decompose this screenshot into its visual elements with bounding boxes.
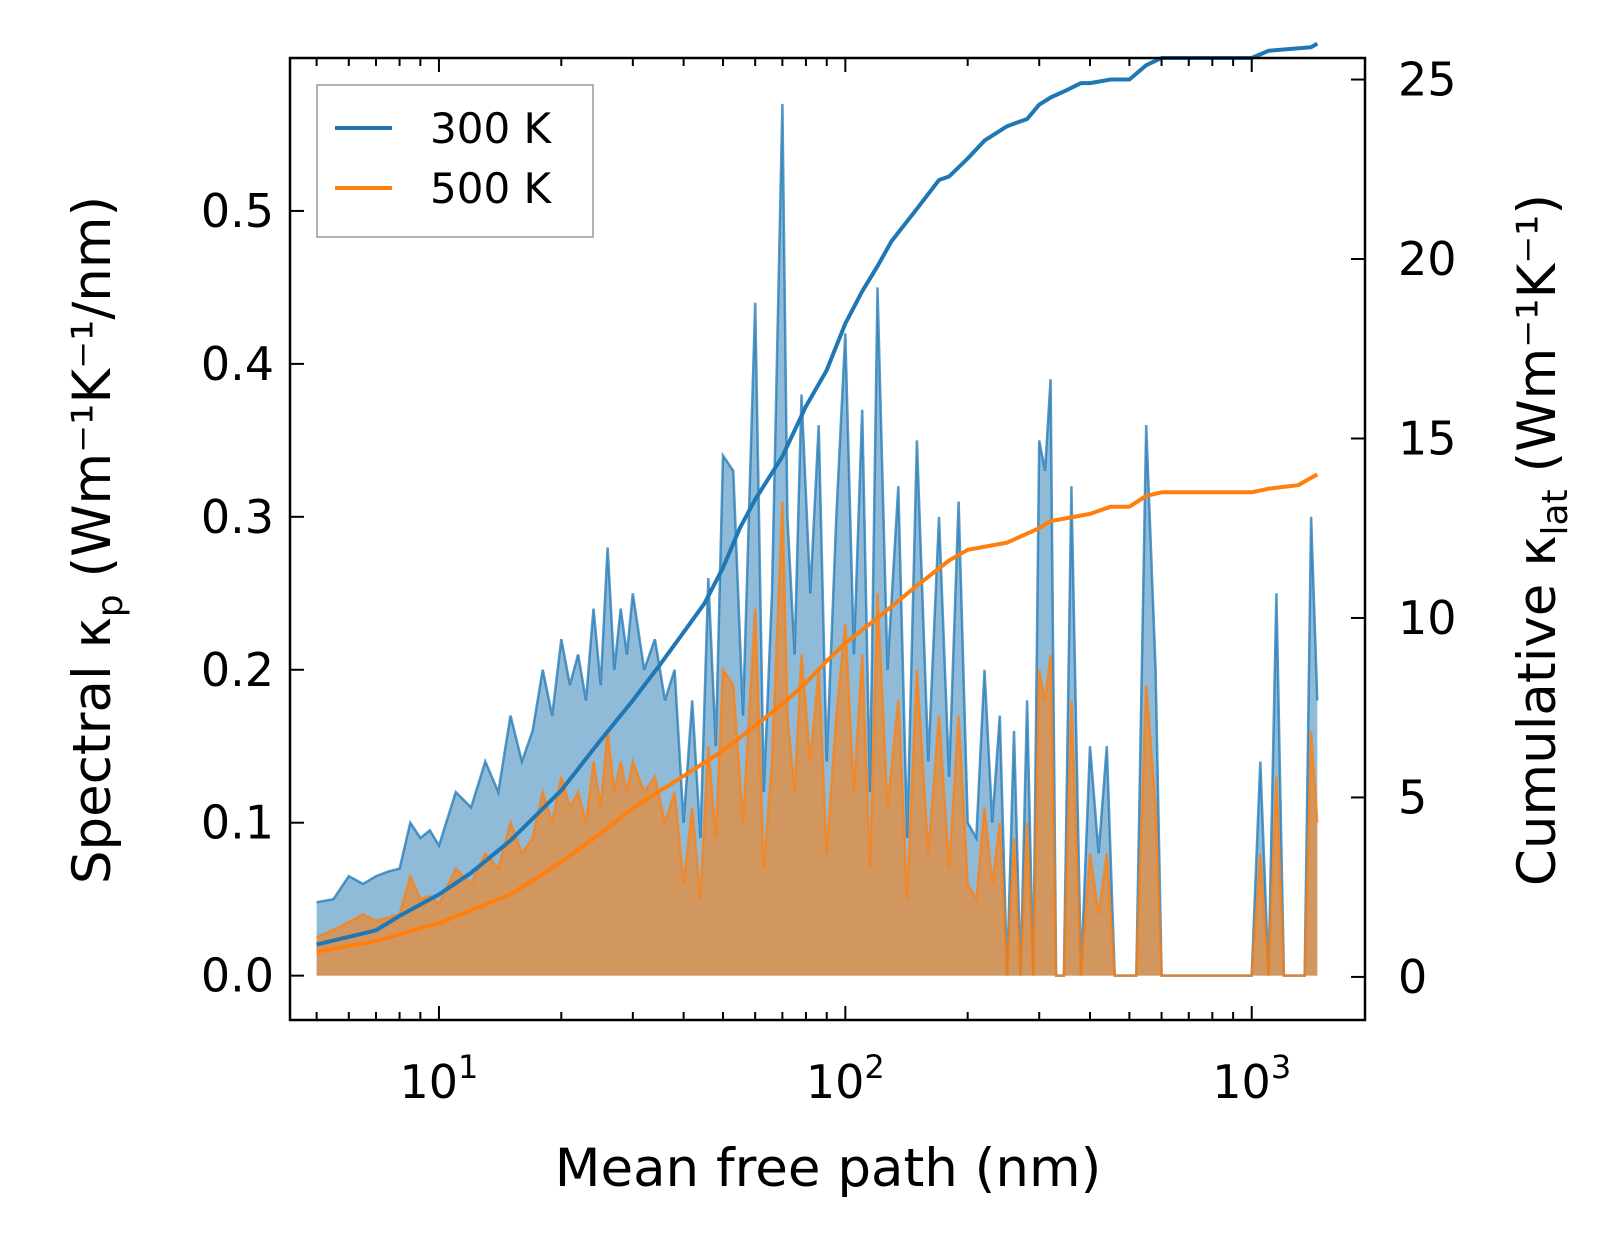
right-y-axis-label-prefix: Cumulative κ <box>1507 536 1568 887</box>
left-y-axis-label: Spectral κp (Wm⁻¹K⁻¹/nm) <box>62 196 131 884</box>
y-right-tick-label: 15 <box>1398 411 1457 465</box>
x-tick-label: 103 <box>1212 1048 1291 1109</box>
right-y-axis-label-suffix: (Wm⁻¹K⁻¹) <box>1507 194 1568 489</box>
y-left-tick-label: 0.0 <box>201 949 274 1003</box>
x-tick-label-exponent: 3 <box>1271 1048 1291 1086</box>
y-left-tick-label: 0.5 <box>201 184 274 238</box>
x-tick-label: 101 <box>399 1048 478 1109</box>
y-right-tick-label: 20 <box>1398 232 1457 286</box>
spectral-line-500k <box>316 501 1319 977</box>
y-right-tick-label: 5 <box>1398 770 1427 824</box>
x-tick-label-exponent: 1 <box>458 1048 478 1086</box>
left-y-axis-label-subscript: p <box>90 594 131 617</box>
x-axis-label: Mean free path (nm) <box>555 1138 1102 1199</box>
legend: 300 K 500 K <box>316 84 594 238</box>
y-left-tick-label: 0.3 <box>201 490 274 544</box>
legend-label-300k: 300 K <box>430 104 553 153</box>
tick-layer <box>290 58 1365 1020</box>
cumulative-line-500k <box>316 472 1319 954</box>
y-left-tick-label: 0.1 <box>201 796 274 850</box>
legend-label-500k: 500 K <box>430 164 553 213</box>
right-y-axis-label-subscript: lat <box>1535 489 1576 535</box>
x-tick-label: 102 <box>806 1048 885 1109</box>
right-y-axis-label: Cumulative κlat (Wm⁻¹K⁻¹) <box>1507 194 1576 886</box>
left-y-axis-label-prefix: Spectral κ <box>62 617 123 884</box>
legend-box <box>316 84 594 238</box>
y-left-tick-label: 0.2 <box>201 643 274 697</box>
y-right-tick-label: 10 <box>1398 591 1457 645</box>
cumulative-line-300k <box>316 41 1319 947</box>
y-left-tick-label: 0.4 <box>201 337 274 391</box>
series-line-layer <box>316 41 1319 954</box>
spectral-area-300k <box>316 103 1318 976</box>
x-tick-label-base: 10 <box>806 1055 865 1109</box>
left-y-axis-label-suffix: (Wm⁻¹K⁻¹/nm) <box>62 196 123 595</box>
x-tick-label-exponent: 2 <box>864 1048 884 1086</box>
x-tick-label-base: 10 <box>399 1055 458 1109</box>
y-right-tick-label: 0 <box>1398 950 1427 1004</box>
y-right-tick-label: 25 <box>1398 53 1457 107</box>
x-tick-label-base: 10 <box>1212 1055 1271 1109</box>
